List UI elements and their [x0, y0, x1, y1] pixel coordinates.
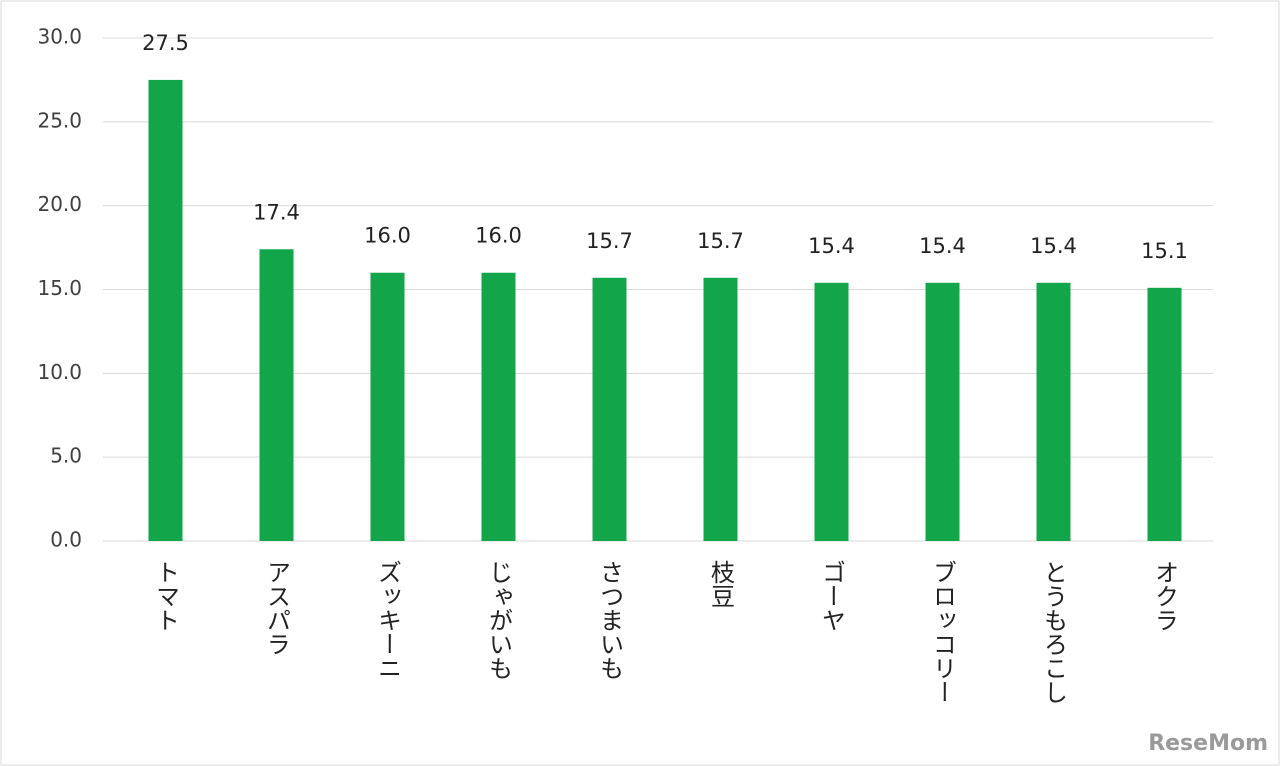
x-tick-label: トマト: [152, 560, 180, 632]
x-tick-label: ブロッコリー: [929, 560, 957, 704]
y-tick-label: 25.0: [37, 108, 82, 132]
data-label: 16.0: [475, 224, 522, 248]
bar: [370, 272, 405, 541]
bar: [814, 282, 849, 541]
x-tick-label: とうもろこし: [1040, 560, 1068, 704]
data-label: 17.4: [253, 200, 300, 224]
bar: [259, 249, 294, 541]
data-label: 15.4: [1030, 234, 1077, 258]
y-tick-label: 10.0: [37, 360, 82, 384]
bar: [481, 272, 516, 541]
bar: [592, 277, 627, 541]
data-label: 15.4: [808, 234, 855, 258]
data-label: 16.0: [364, 224, 411, 248]
y-tick-label: 0.0: [50, 528, 82, 552]
x-tick-label: じゃがいも: [485, 560, 513, 680]
y-tick-label: 15.0: [37, 276, 82, 300]
data-label: 15.7: [586, 229, 633, 253]
data-label: 15.1: [1141, 239, 1188, 263]
bar: [1036, 282, 1071, 541]
data-label: 15.4: [919, 234, 966, 258]
x-tick-label: オクラ: [1151, 560, 1179, 632]
bar: [925, 282, 960, 541]
y-tick-label: 30.0: [37, 25, 82, 49]
x-tick-label: さつまいも: [596, 560, 624, 680]
bar: [703, 277, 738, 541]
y-tick-label: 20.0: [37, 192, 82, 216]
y-tick-label: 5.0: [50, 444, 82, 468]
x-tick-label: 枝豆: [707, 560, 735, 608]
x-tick-label: アスパラ: [263, 560, 291, 656]
watermark: ReseMom: [1148, 731, 1268, 756]
x-tick-label: ズッキーニ: [374, 560, 402, 680]
bar: [1147, 287, 1182, 541]
bar: [148, 79, 183, 542]
data-label: 15.7: [697, 229, 744, 253]
data-label: 27.5: [142, 31, 189, 55]
x-tick-label: ゴーヤ: [818, 560, 846, 632]
